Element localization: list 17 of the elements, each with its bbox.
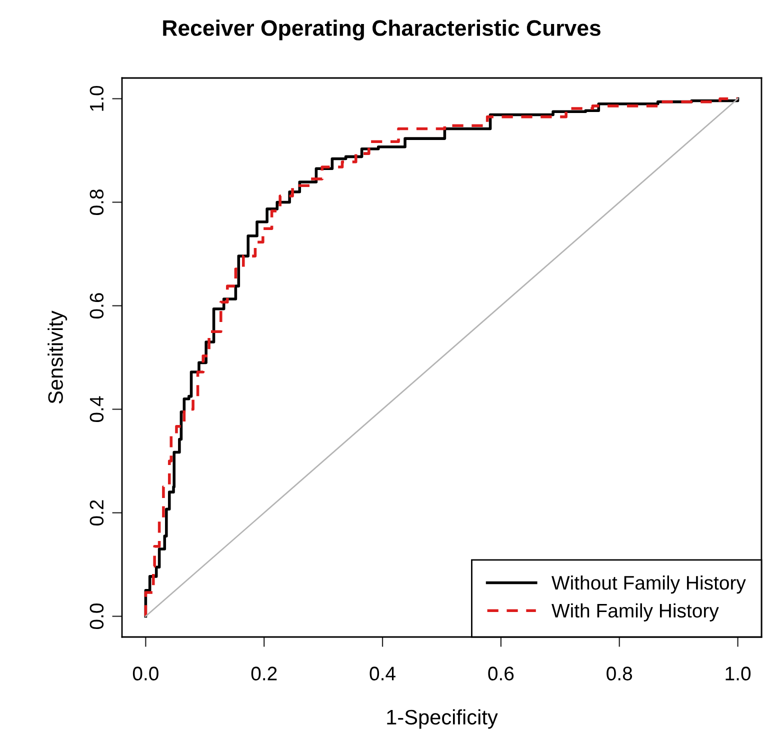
y-tick-label: 0.6: [90, 293, 104, 318]
x-tick-label: 1.0: [726, 666, 751, 680]
y-axis-title: Sensitivity: [48, 310, 68, 404]
x-tick-label: 0.2: [251, 666, 277, 680]
y-tick-label: 1.0: [90, 86, 104, 111]
y-tick-label: 0.2: [90, 500, 104, 526]
x-tick-label: 0.4: [370, 666, 396, 680]
x-tick-label: 0.0: [132, 666, 158, 680]
y-tick-label: 0.0: [90, 604, 104, 630]
x-tick-label: 0.8: [606, 666, 632, 680]
chart-title: Receiver Operating Characteristic Curves: [163, 20, 600, 40]
y-tick-label: 0.8: [90, 190, 104, 215]
legend-label: Without Family History: [552, 575, 746, 594]
x-axis-title: 1-Specificity: [387, 709, 498, 729]
y-tick-label: 0.4: [90, 396, 104, 422]
x-tick-label: 0.6: [488, 666, 514, 680]
legend-label: With Family History: [552, 603, 719, 622]
